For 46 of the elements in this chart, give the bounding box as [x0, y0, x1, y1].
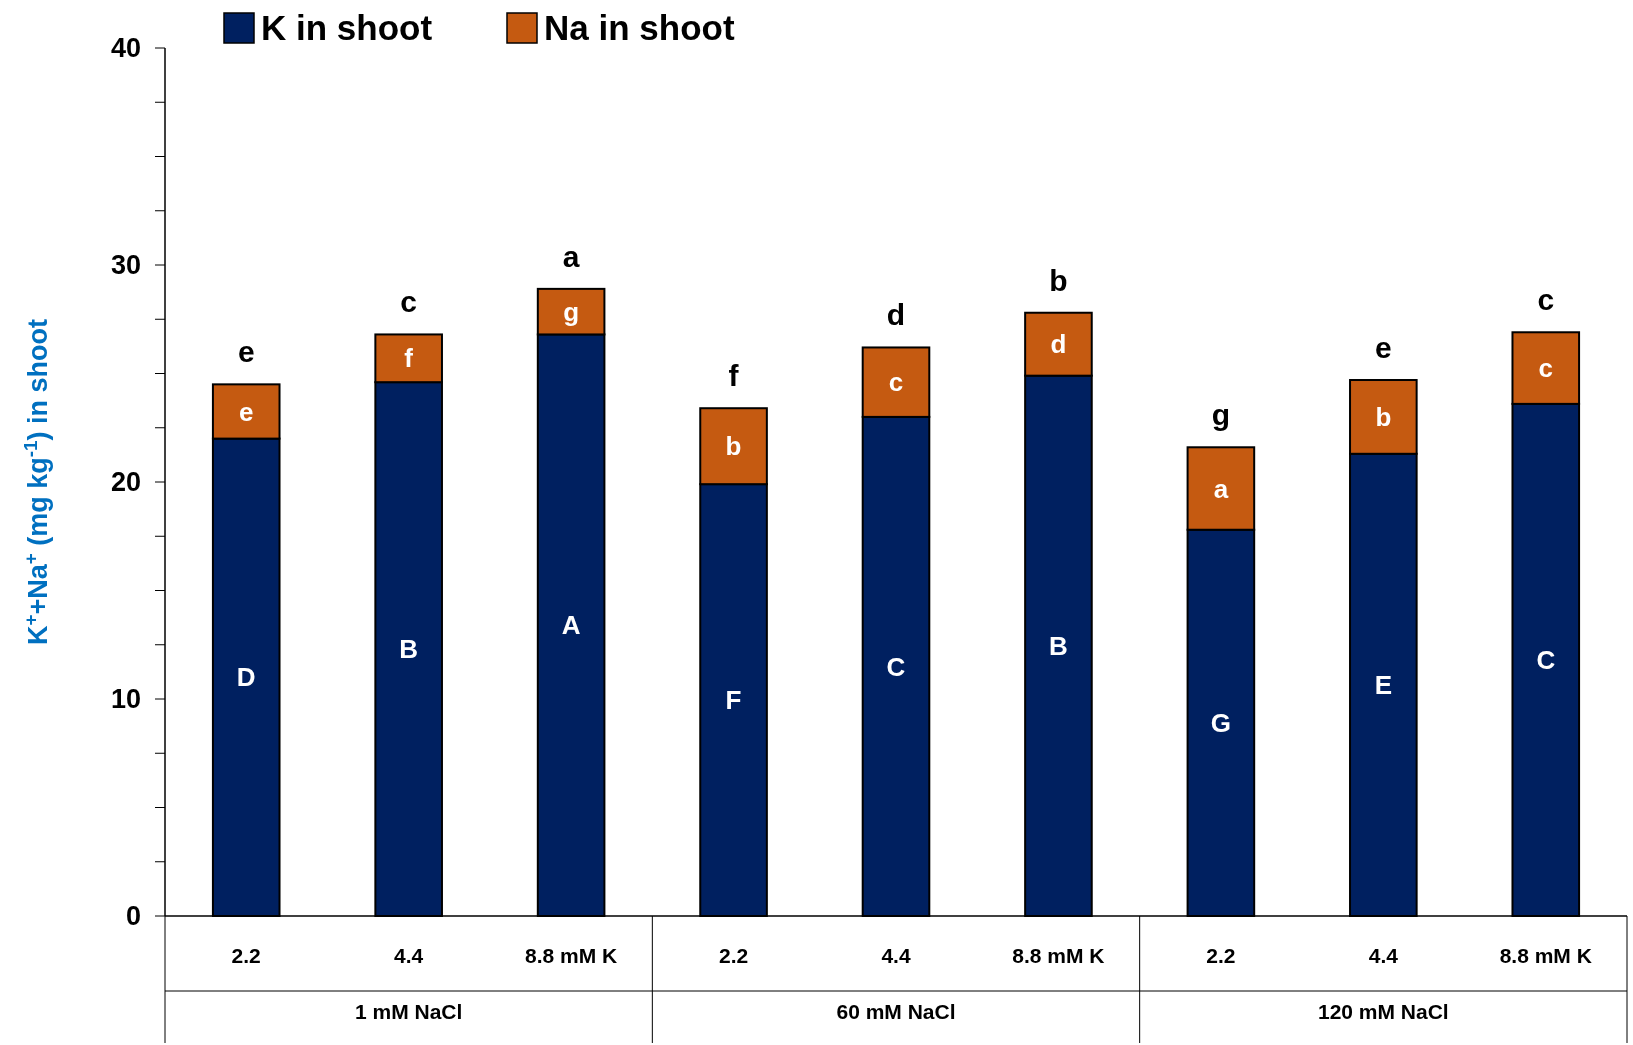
- y-tick-label: 20: [110, 467, 141, 498]
- x-tick-label: 8.8 mM K: [1499, 944, 1592, 968]
- data-label: f: [404, 343, 414, 374]
- data-label: g: [563, 296, 580, 327]
- y-tick-label: 40: [110, 33, 141, 64]
- y-tick-label: 30: [110, 250, 141, 281]
- data-label: D: [236, 662, 256, 693]
- data-label: G: [1210, 707, 1232, 738]
- data-label: a: [1213, 473, 1229, 504]
- x-tick-label: 8.8 mM K: [525, 944, 618, 968]
- data-label: c: [1538, 353, 1554, 384]
- total-label: b: [1049, 263, 1068, 297]
- total-label: a: [562, 239, 580, 273]
- data-label: A: [561, 610, 581, 641]
- x-tick-label: 2.2: [718, 944, 749, 968]
- x-tick-label: 4.4: [881, 944, 911, 968]
- total-label: e: [1374, 331, 1392, 365]
- total-label: c: [400, 285, 418, 319]
- data-label: B: [399, 634, 419, 665]
- data-label: e: [238, 396, 254, 427]
- data-label: F: [725, 685, 742, 716]
- x-tick-label: 2.2: [1206, 944, 1236, 968]
- x-tick-label: 8.8 mM K: [1012, 944, 1105, 968]
- y-tick-label: 0: [125, 901, 141, 932]
- total-label: g: [1211, 398, 1231, 432]
- data-label: d: [1050, 329, 1067, 360]
- legend-label: K in shoot: [261, 8, 433, 48]
- x-tick-label: 4.4: [1368, 944, 1399, 968]
- data-label: C: [886, 651, 906, 682]
- text: 60 mM NaCl: [836, 1000, 956, 1024]
- data-label: c: [888, 367, 904, 398]
- x-tick-label: 2.2: [231, 944, 261, 968]
- data-label: E: [1374, 669, 1393, 700]
- y-tick-label: 10: [110, 684, 141, 715]
- total-label: c: [1537, 283, 1555, 317]
- data-label: C: [1536, 645, 1556, 676]
- total-label: e: [237, 335, 255, 369]
- total-label: d: [886, 298, 906, 332]
- data-label: b: [1375, 402, 1392, 432]
- legend-label: Na in shoot: [544, 8, 735, 48]
- total-label: f: [728, 359, 740, 393]
- text: 1 mM NaCl: [354, 1000, 463, 1024]
- data-label: b: [725, 431, 742, 462]
- text: 120 mM NaCl: [1317, 1000, 1449, 1024]
- x-tick-label: 4.4: [394, 944, 424, 968]
- data-label: B: [1049, 630, 1068, 661]
